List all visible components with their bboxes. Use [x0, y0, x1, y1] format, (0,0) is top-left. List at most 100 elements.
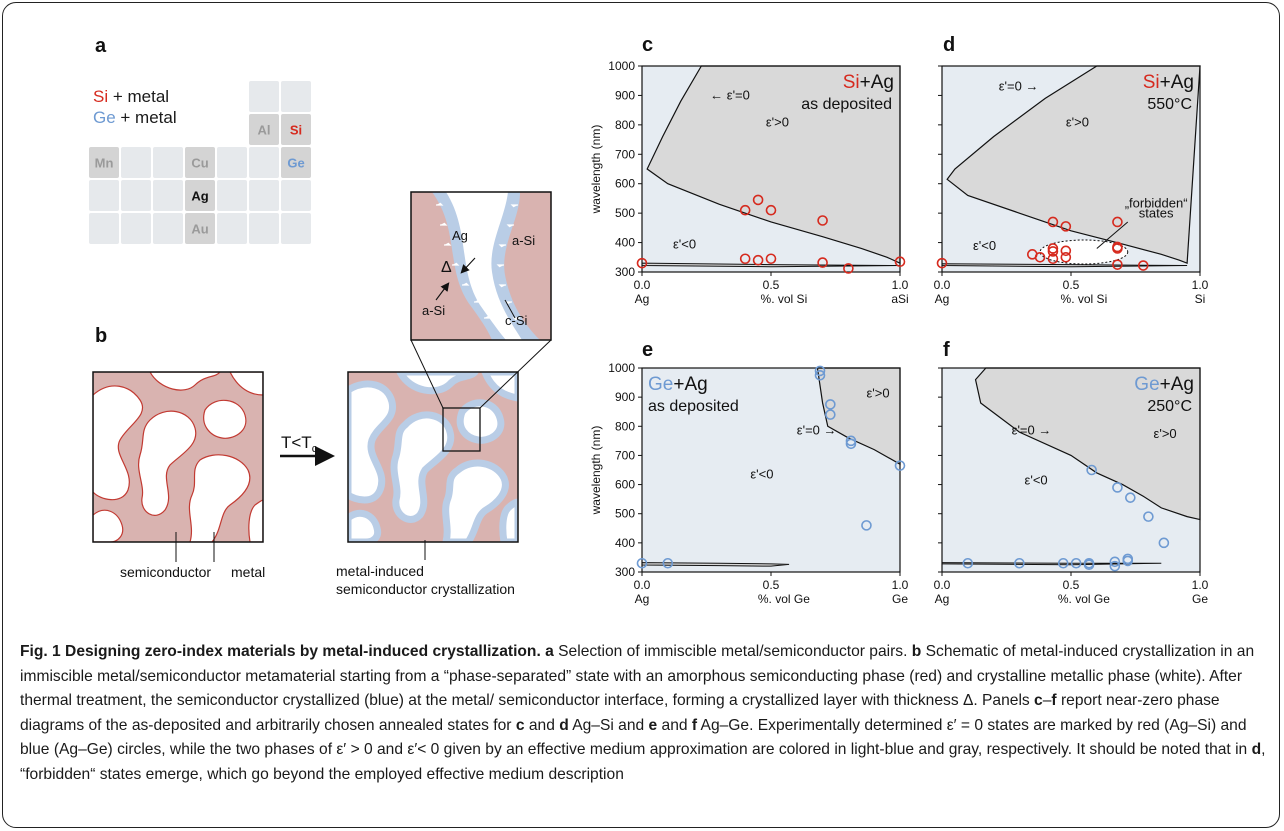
- element-cell-empty: [153, 147, 183, 178]
- data-point: [936, 257, 948, 269]
- caption-body: a Selection of immiscible metal/semicond…: [20, 643, 1265, 783]
- y-tick-label: 900: [615, 390, 635, 404]
- chart-subtitle: as deposited: [648, 398, 739, 415]
- data-point: [1047, 253, 1059, 265]
- element-cell-mn: [89, 147, 119, 178]
- y-tick-label: 400: [615, 536, 635, 550]
- legend-ge-element: Ge: [93, 108, 116, 127]
- caption-panel-ref: f: [691, 716, 698, 734]
- title-element: Si: [843, 72, 860, 93]
- caption-panel-ref: d: [559, 716, 569, 734]
- legend-si-rest: + metal: [108, 87, 169, 106]
- caption-panel-ref: a: [545, 643, 554, 660]
- label-mic-line2: semiconductor crystallization: [336, 581, 515, 597]
- element-cell-empty: [153, 213, 183, 244]
- x-end-label: Ag: [935, 592, 950, 606]
- zoom-box: [442, 407, 481, 452]
- y-tick-label: 1000: [608, 59, 635, 73]
- data-point: [1112, 243, 1123, 254]
- caption-panel-ref: c: [515, 716, 525, 734]
- schematic-crystallized: [347, 339, 552, 543]
- figure-graphic: a Si + metal Ge + metal Al Si Mn Cu Ge Ag Au b…: [89, 34, 1209, 606]
- data-point: [817, 215, 828, 226]
- data-point: [1112, 216, 1123, 228]
- element-cell-empty: [217, 147, 247, 178]
- data-point: [739, 253, 751, 265]
- chart-subtitle: as deposited: [801, 96, 892, 113]
- data-point: [752, 194, 764, 206]
- caption-text: , “forbidden“ states emerge, which go be…: [20, 741, 1266, 783]
- eps-neg-label: ε'<0: [750, 467, 773, 482]
- y-tick-label: 500: [615, 507, 635, 521]
- caption-text: and: [657, 716, 692, 734]
- data-point: [1086, 464, 1097, 476]
- element-cell-empty: [89, 180, 119, 211]
- data-point: [739, 204, 751, 216]
- data-point: [1070, 557, 1082, 569]
- svg-text:T<Tc: T<Tc: [281, 433, 318, 455]
- x-tick-label: 1.0: [892, 278, 909, 292]
- x-tick-label: 0.5: [763, 578, 780, 592]
- caption-text: and: [524, 716, 560, 734]
- element-cell-cu: [185, 147, 215, 178]
- caption-text: Ag–Si and: [568, 716, 649, 734]
- y-tick-label: 600: [615, 478, 635, 492]
- data-point: [1060, 251, 1072, 263]
- element-cell-empty: [249, 180, 279, 211]
- inset-label-delta: Δ: [441, 259, 452, 276]
- element-cell-empty: [249, 81, 279, 112]
- arrow-label-subscript: c: [312, 443, 318, 455]
- y-tick-label: 300: [615, 565, 635, 579]
- y-axis-label: wavelength (nm): [589, 426, 603, 516]
- eps-pos-label: ε'>0: [866, 386, 889, 401]
- data-point: [843, 263, 854, 274]
- eps-zero-label: ε'=0 →: [797, 423, 837, 438]
- element-cell-ag: [185, 180, 215, 211]
- data-point: [894, 460, 906, 471]
- element-cell-empty: [281, 213, 311, 244]
- data-point: [1083, 559, 1095, 571]
- data-point: [1047, 216, 1059, 228]
- data-point: [814, 365, 826, 377]
- caption-panel-ref: c: [1034, 692, 1043, 709]
- x-tick-label: 0.5: [1063, 278, 1080, 292]
- data-point: [962, 557, 974, 569]
- panel-label-a: a: [95, 35, 107, 57]
- y-tick-label: 400: [615, 236, 635, 250]
- data-point: [817, 257, 828, 268]
- data-point: [894, 256, 906, 268]
- eps-pos-label: ε'>0: [1154, 426, 1177, 441]
- chart-c: 300 400 500 600 700 800 900 1000 0.0Ag 0.5 1.0aSi%…: [589, 59, 909, 306]
- data-point: [825, 409, 836, 420]
- eps-neg-label: ε'<0: [673, 236, 696, 251]
- data-point: [662, 557, 674, 569]
- x-end-label: Ge: [892, 592, 908, 606]
- panel-a-legend: Si + metal Ge + metal: [93, 87, 177, 127]
- element-cell-empty: [121, 213, 151, 244]
- element-cell-empty: [121, 147, 151, 178]
- element-symbol-cu: Cu: [191, 156, 208, 171]
- data-point: [1158, 537, 1170, 549]
- element-symbol-mn: Mn: [95, 156, 114, 171]
- element-symbol-al: Al: [258, 123, 271, 138]
- panel-label-c: c: [642, 34, 653, 56]
- data-point: [825, 399, 836, 410]
- x-tick-label: 1.0: [892, 578, 909, 592]
- figure-caption: Fig. 1 Designing zero-index materials by…: [20, 640, 1270, 787]
- data-point: [765, 204, 777, 216]
- eps-pos-label: ε'>0: [1066, 114, 1089, 129]
- element-cell-si: [281, 114, 311, 145]
- inset-label-csi: c-Si: [505, 313, 528, 328]
- x-axis-label: %. vol Si: [1061, 292, 1108, 306]
- title-rest: +Ag: [673, 374, 707, 395]
- eps-pos-label: ε'>0: [766, 114, 789, 129]
- arrow-label: T<T: [281, 433, 312, 452]
- title-element: Ge: [1134, 374, 1159, 395]
- schematic-phase-separated: [92, 371, 264, 543]
- element-cell-empty: [249, 147, 279, 178]
- element-cell-empty: [121, 180, 151, 211]
- x-tick-label: 1.0: [1192, 278, 1209, 292]
